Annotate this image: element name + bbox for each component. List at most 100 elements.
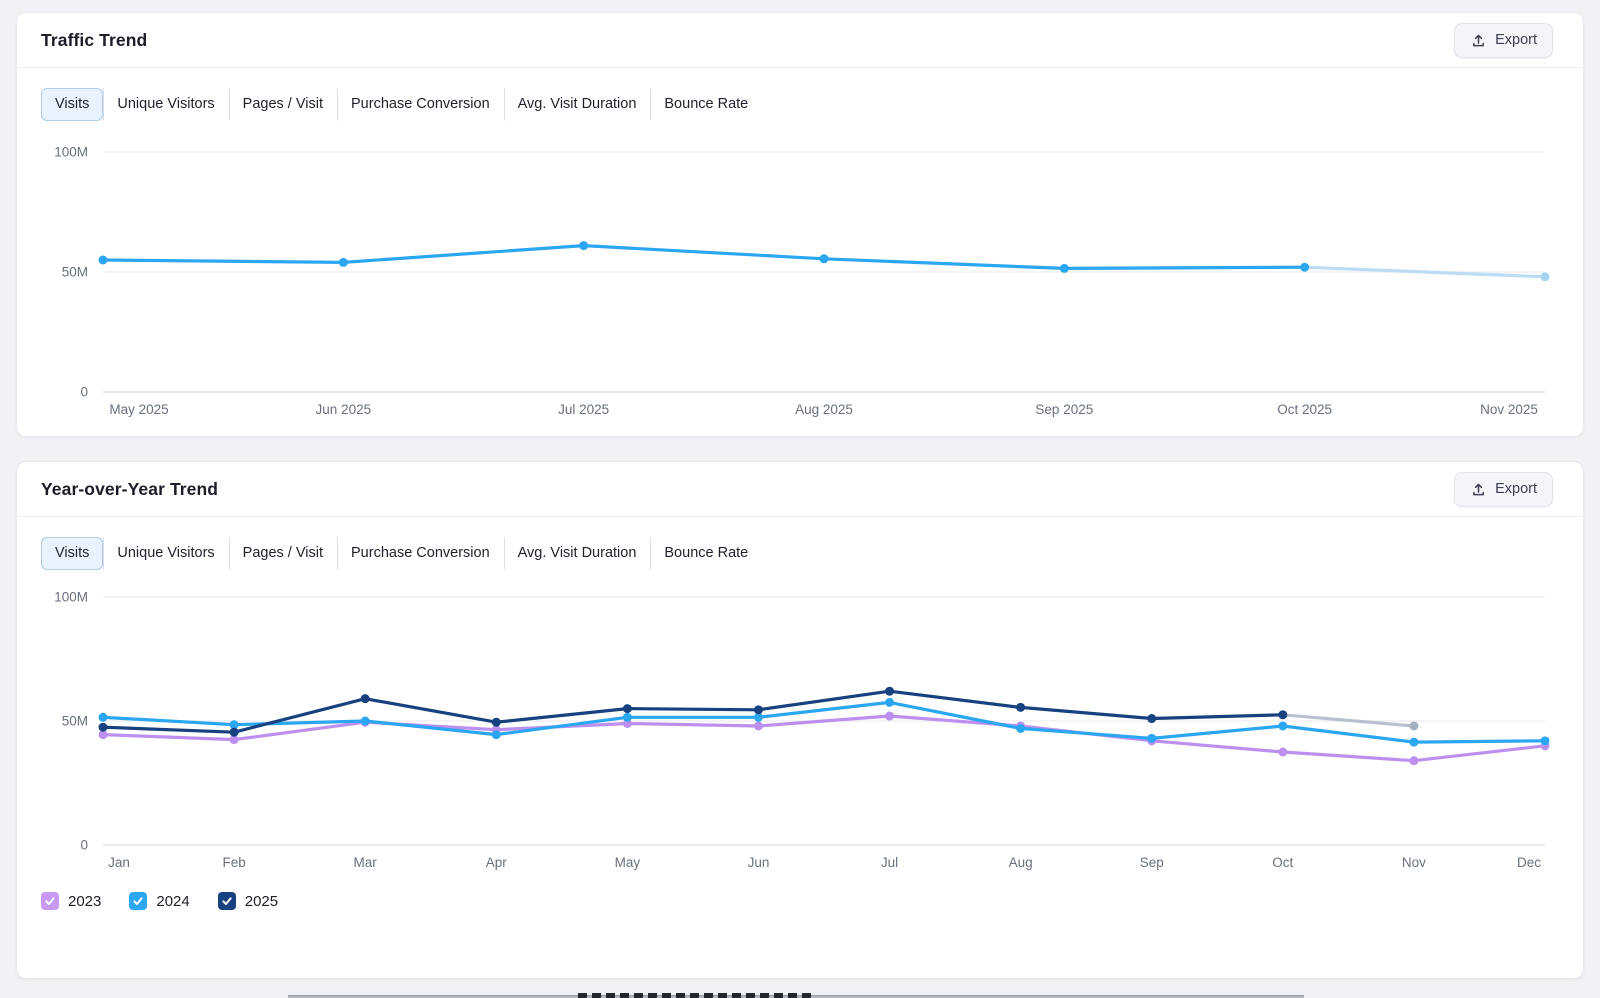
data-point-Visits-May 2025	[98, 255, 108, 265]
x-axis-tick: Feb	[222, 855, 245, 870]
series-line-2025-provisional	[1281, 713, 1416, 728]
y-axis-tick: 100M	[54, 145, 88, 160]
tab-avg-visit-duration[interactable]: Avg. Visit Duration	[503, 88, 651, 121]
export-icon	[1470, 32, 1487, 49]
export-icon	[1470, 481, 1487, 498]
legend-label: 2024	[156, 892, 190, 910]
x-axis-tick: Dec	[1517, 855, 1541, 870]
y-axis-tick: 0	[80, 385, 88, 400]
data-point-2024-Aug	[1016, 723, 1026, 733]
data-point-2024-Oct	[1278, 721, 1288, 731]
legend-item-2024: 2024	[129, 892, 190, 910]
check-icon	[222, 897, 232, 905]
yoy-trend-panel: Year-over-Year Trend Export Visits Unique…	[16, 461, 1584, 979]
export-button[interactable]: Export	[1454, 22, 1553, 58]
data-point-2024-Jul	[885, 697, 895, 707]
series-line-2025	[101, 689, 1285, 734]
x-axis-tick: Mar	[354, 855, 378, 870]
data-point-2025-Mar	[360, 694, 370, 704]
data-point-Visits-Jun 2025	[338, 257, 348, 267]
data-point-2023-May	[622, 718, 632, 728]
data-point-2025-Jan	[98, 722, 108, 732]
data-point-2024-Jan	[98, 712, 108, 722]
data-point-2025-Apr	[491, 717, 501, 727]
x-axis-tick: Apr	[486, 855, 508, 870]
x-axis-tick: Jun	[748, 855, 770, 870]
x-axis-tick: Nov	[1402, 855, 1426, 870]
x-axis-tick: Jul 2025	[558, 402, 609, 417]
legend-item-2025: 2025	[217, 892, 279, 910]
legend-checkbox-2024[interactable]	[129, 892, 148, 910]
metric-tabbar: Visits Unique Visitors Pages / Visit Purcha…	[41, 88, 763, 121]
export-button-label: Export	[1495, 481, 1537, 497]
data-point-2023-Feb	[229, 735, 239, 745]
data-point-2024-Dec	[1540, 736, 1550, 746]
data-point-2025-May	[622, 704, 632, 714]
below-fold-strip	[0, 992, 1600, 998]
page-title: Traffic Trend	[41, 29, 148, 50]
x-axis-tick: Sep	[1140, 855, 1164, 870]
data-point-2024-Apr	[491, 730, 501, 740]
tab-pages-visit[interactable]: Pages / Visit	[228, 88, 337, 121]
data-point-2023-Nov	[1409, 756, 1419, 766]
data-point-2023-Jan	[98, 730, 108, 740]
data-point-Visits-Nov 2025	[1540, 272, 1550, 282]
legend-checkbox-2023[interactable]	[41, 892, 59, 910]
data-point-2023-Oct	[1278, 747, 1288, 757]
metric-tabbar: Visits Unique Visitors Pages / Visit Purcha…	[41, 537, 763, 570]
year-legend: 2023 2024 2025	[41, 892, 1559, 910]
y-axis-tick: 50M	[62, 714, 88, 729]
tab-bounce-rate[interactable]: Bounce Rate	[650, 537, 763, 570]
yoy-trend-header: Year-over-Year Trend Export	[17, 462, 1583, 517]
data-point-2024-Nov	[1409, 737, 1419, 747]
data-point-2023-Jun	[753, 721, 763, 731]
tab-bounce-rate[interactable]: Bounce Rate	[650, 88, 763, 121]
tab-visits[interactable]: Visits	[41, 88, 104, 121]
traffic-trend-body: Visits Unique Visitors Pages / Visit Purcha…	[17, 68, 1583, 426]
data-point-2025-Oct	[1278, 710, 1288, 720]
data-point-2024-Jun	[753, 712, 763, 722]
tab-pages-visit[interactable]: Pages / Visit	[228, 537, 337, 570]
x-axis-tick: Aug 2025	[795, 402, 853, 417]
data-point-2025-Nov	[1409, 721, 1419, 731]
y-axis-tick: 50M	[62, 265, 88, 280]
y-axis-tick: 100M	[54, 590, 88, 605]
check-icon	[133, 897, 143, 905]
peek-text-top-edge	[578, 993, 814, 998]
legend-label: 2023	[68, 892, 102, 910]
x-axis-tick: May 2025	[109, 402, 168, 417]
data-point-2025-Jul	[885, 686, 895, 696]
data-point-2023-Jul	[885, 711, 895, 721]
series-line-2023	[101, 714, 1547, 763]
tab-unique-visitors[interactable]: Unique Visitors	[103, 88, 229, 121]
export-button-label: Export	[1495, 32, 1537, 48]
x-axis-tick: Jan	[108, 855, 130, 870]
legend-checkbox-2025[interactable]	[217, 892, 236, 910]
data-point-2025-Sep	[1147, 714, 1157, 724]
tab-visits[interactable]: Visits	[41, 537, 104, 570]
yoy-trend-body: Visits Unique Visitors Pages / Visit Purcha…	[17, 517, 1583, 910]
x-axis-tick: Aug	[1009, 855, 1033, 870]
data-point-2025-Jun	[753, 705, 763, 715]
tab-purchase-conversion[interactable]: Purchase Conversion	[337, 537, 504, 570]
tab-avg-visit-duration[interactable]: Avg. Visit Duration	[503, 537, 651, 570]
check-icon	[45, 897, 55, 905]
export-button[interactable]: Export	[1454, 471, 1553, 507]
series-line-Visits	[101, 243, 1307, 270]
data-point-Visits-Oct 2025	[1300, 262, 1310, 272]
traffic-trend-chart: 100M 50M 0 May 2025 Jun 2025 Jul 2025 Aug 2025…	[54, 145, 1550, 417]
data-point-2024-Mar	[360, 716, 370, 726]
x-axis-tick: Oct	[1272, 855, 1293, 870]
x-axis-tick: Jul	[881, 855, 898, 870]
data-point-2025-Feb	[229, 727, 239, 737]
x-axis-tick: Sep 2025	[1035, 402, 1093, 417]
tab-purchase-conversion[interactable]: Purchase Conversion	[337, 88, 504, 121]
legend-item-2023: 2023	[41, 892, 101, 910]
x-axis-tick: May	[615, 855, 641, 870]
legend-label: 2025	[244, 892, 279, 910]
traffic-trend-panel: Traffic Trend Export Visits Unique Visito…	[16, 12, 1584, 437]
data-point-2024-May	[622, 712, 632, 722]
data-point-Visits-Jul 2025	[579, 241, 589, 251]
data-point-2024-Feb	[229, 720, 239, 730]
tab-unique-visitors[interactable]: Unique Visitors	[103, 537, 229, 570]
